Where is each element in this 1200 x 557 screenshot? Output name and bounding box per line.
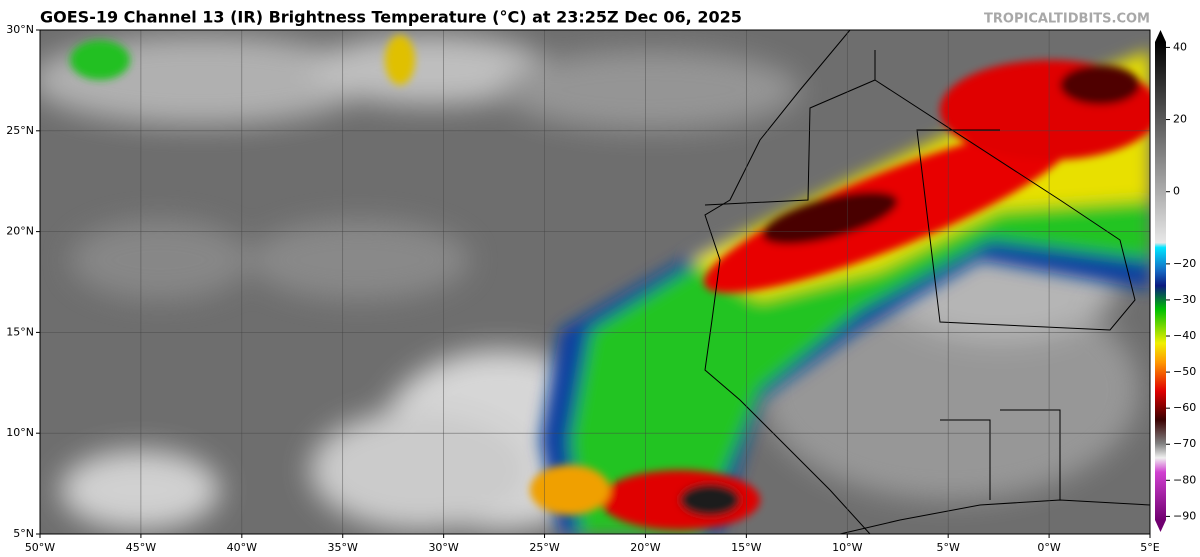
x-tick-label: 25°W [529,541,559,554]
colorbar-tick-label: −90 [1173,509,1196,522]
colorbar-tick-label: −70 [1173,437,1196,450]
colorbar-tick-label: −50 [1173,365,1196,378]
y-tick-label: 25°N [6,124,34,137]
x-tick-label: 50°W [25,541,55,554]
map-frame [39,29,1151,535]
coastlines [704,30,1150,534]
colorbar-tick-label: 0 [1173,185,1180,198]
x-tick-label: 10°W [832,541,862,554]
colorbar-tick-label: −30 [1173,293,1196,306]
colorbar-tick-label: 20 [1173,113,1187,126]
satellite-image [40,30,1150,534]
colorbar-tick-label: −20 [1173,257,1196,270]
colorbar [1155,30,1166,532]
credit: TROPICALTIDBITS.COM [984,12,1150,27]
colorbar-tick-label: −60 [1173,401,1196,414]
x-tick-label: 5°E [1140,541,1159,554]
x-tick-label: 30°W [428,541,458,554]
map-title: GOES-19 Channel 13 (IR) Brightness Tempe… [40,8,742,27]
x-tick-label: 45°W [126,541,156,554]
colorbar-tick-label: 40 [1173,40,1187,53]
x-tick-label: 15°W [731,541,761,554]
colorbar-tick-label: −40 [1173,329,1196,342]
x-tick-label: 0°W [1037,541,1060,554]
x-tick-label: 20°W [630,541,660,554]
x-tick-label: 40°W [227,541,257,554]
colorbar-tick-label: −80 [1173,473,1196,486]
y-tick-label: 30°N [6,23,34,36]
x-tick-label: 5°W [936,541,959,554]
x-tick-label: 35°W [328,541,358,554]
y-tick-label: 15°N [6,325,34,338]
y-tick-label: 20°N [6,225,34,238]
colorbar-bar [1155,42,1166,520]
y-tick-label: 10°N [6,426,34,439]
colorbar-arrow-bottom [1155,520,1166,532]
colorbar-arrow-top [1155,30,1166,42]
y-tick-label: 5°N [13,527,34,540]
